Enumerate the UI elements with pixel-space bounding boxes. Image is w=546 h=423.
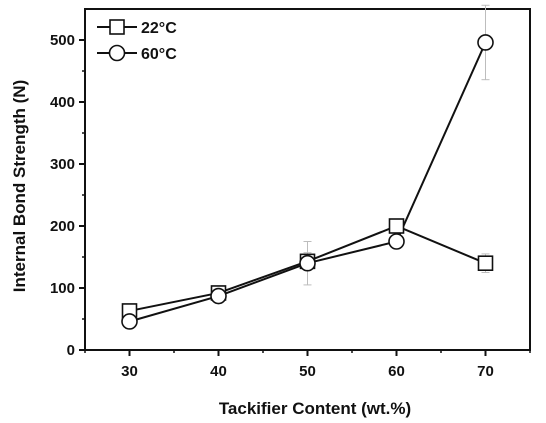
legend: 22°C 60°C [97, 19, 177, 63]
data-point-series-2 [121, 313, 138, 330]
x-tick-label: 30 [121, 363, 138, 380]
x-tick-label: 60 [388, 363, 405, 380]
data-point-series-2 [299, 254, 316, 272]
data-point-series-1 [388, 218, 405, 234]
y-tick-label: 500 [50, 32, 75, 49]
data-point-series-2 [210, 287, 227, 305]
x-tick-label: 70 [477, 363, 494, 380]
legend-label: 60°C [141, 46, 177, 63]
x-tick-label: 40 [210, 363, 227, 380]
y-tick-label: 300 [50, 156, 75, 173]
y-tick-label: 100 [50, 280, 75, 297]
legend-marker-square [109, 19, 125, 35]
y-tick-label: 0 [67, 342, 75, 359]
y-tick-label: 200 [50, 218, 75, 235]
data-point-series-1 [477, 255, 494, 272]
data-point-series-2 [388, 233, 405, 250]
x-axis-title: Tackifier Content (wt.%) [219, 399, 411, 418]
legend-label: 22°C [141, 20, 177, 37]
plot-area: 30 40 50 60 70 0 100 200 300 400 500 [50, 4, 531, 380]
x-tick-label: 50 [299, 363, 316, 380]
data-point-series-2 [477, 34, 494, 51]
y-axis-title: Internal Bond Strength (N) [10, 80, 29, 292]
legend-marker-circle [108, 44, 126, 62]
y-tick-label: 400 [50, 94, 75, 111]
